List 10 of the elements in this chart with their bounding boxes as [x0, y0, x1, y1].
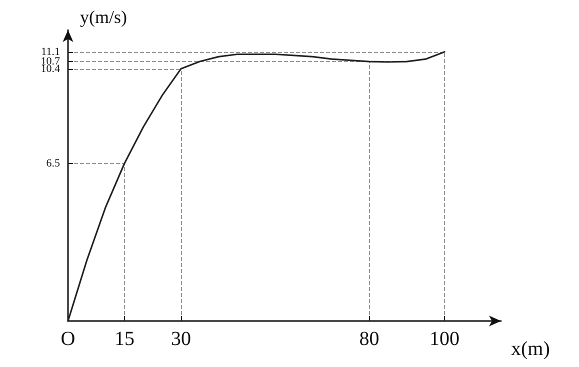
x-tick-label: O — [60, 328, 76, 350]
x-axis-title: x(m) — [511, 338, 550, 360]
x-tick-label: 80 — [359, 328, 380, 350]
line-series — [67, 51, 446, 322]
y-axis-title: y(m/s) — [80, 7, 127, 27]
x-tick-label: 100 — [430, 328, 460, 350]
x-tick-label: 30 — [170, 328, 191, 350]
y-tick-label: 11.1 — [41, 46, 60, 58]
x-tick-label: 15 — [114, 328, 134, 350]
y-tick-label: 6.5 — [46, 157, 60, 170]
